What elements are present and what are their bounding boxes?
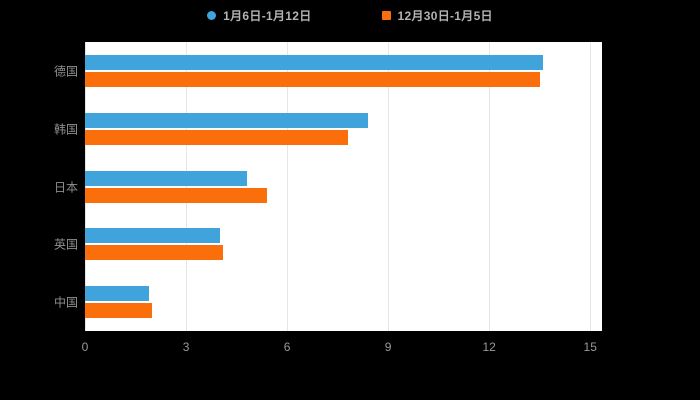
x-tick-label: 12 [482, 340, 496, 354]
legend-item-week1[interactable]: 1月6日-1月12日 [207, 7, 311, 24]
gridline [590, 42, 592, 331]
bar-week2 [85, 188, 267, 203]
y-category-label: 中国 [53, 295, 78, 310]
bar-week2 [85, 130, 348, 145]
plot-area [85, 42, 602, 331]
y-category-label: 日本 [53, 180, 78, 194]
y-category-label: 英国 [53, 237, 78, 252]
gridline [388, 42, 390, 331]
gridline [186, 42, 188, 331]
bar-week1 [85, 171, 247, 186]
legend-label-week1: 1月6日-1月12日 [223, 8, 312, 23]
bar-week2 [85, 72, 540, 87]
x-tick-label: 9 [384, 340, 392, 354]
legend-label-week2: 12月30日-1月5日 [397, 8, 493, 23]
gridline [489, 42, 491, 331]
bar-week1 [85, 113, 368, 128]
bar-week1 [85, 228, 220, 243]
x-tick-label: 3 [182, 340, 190, 354]
bar-week1 [85, 55, 543, 70]
x-tick-label: 0 [81, 340, 89, 354]
y-category-label: 德国 [53, 64, 78, 79]
x-tick-label: 6 [283, 340, 291, 354]
bar-week2 [85, 303, 152, 318]
y-category-label: 韩国 [53, 122, 78, 137]
legend-item-week2[interactable]: 12月30日-1月5日 [381, 7, 493, 24]
bar-week2 [85, 245, 223, 260]
legend-marker-orange-square-icon [381, 10, 391, 20]
gridline [287, 42, 289, 331]
legend: 1月6日-1月12日 12月30日-1月5日 [0, 4, 700, 26]
bar-week1 [85, 286, 149, 301]
gridline [85, 42, 86, 331]
x-tick-label: 15 [583, 340, 597, 354]
legend-marker-blue-circle-icon [207, 10, 217, 20]
